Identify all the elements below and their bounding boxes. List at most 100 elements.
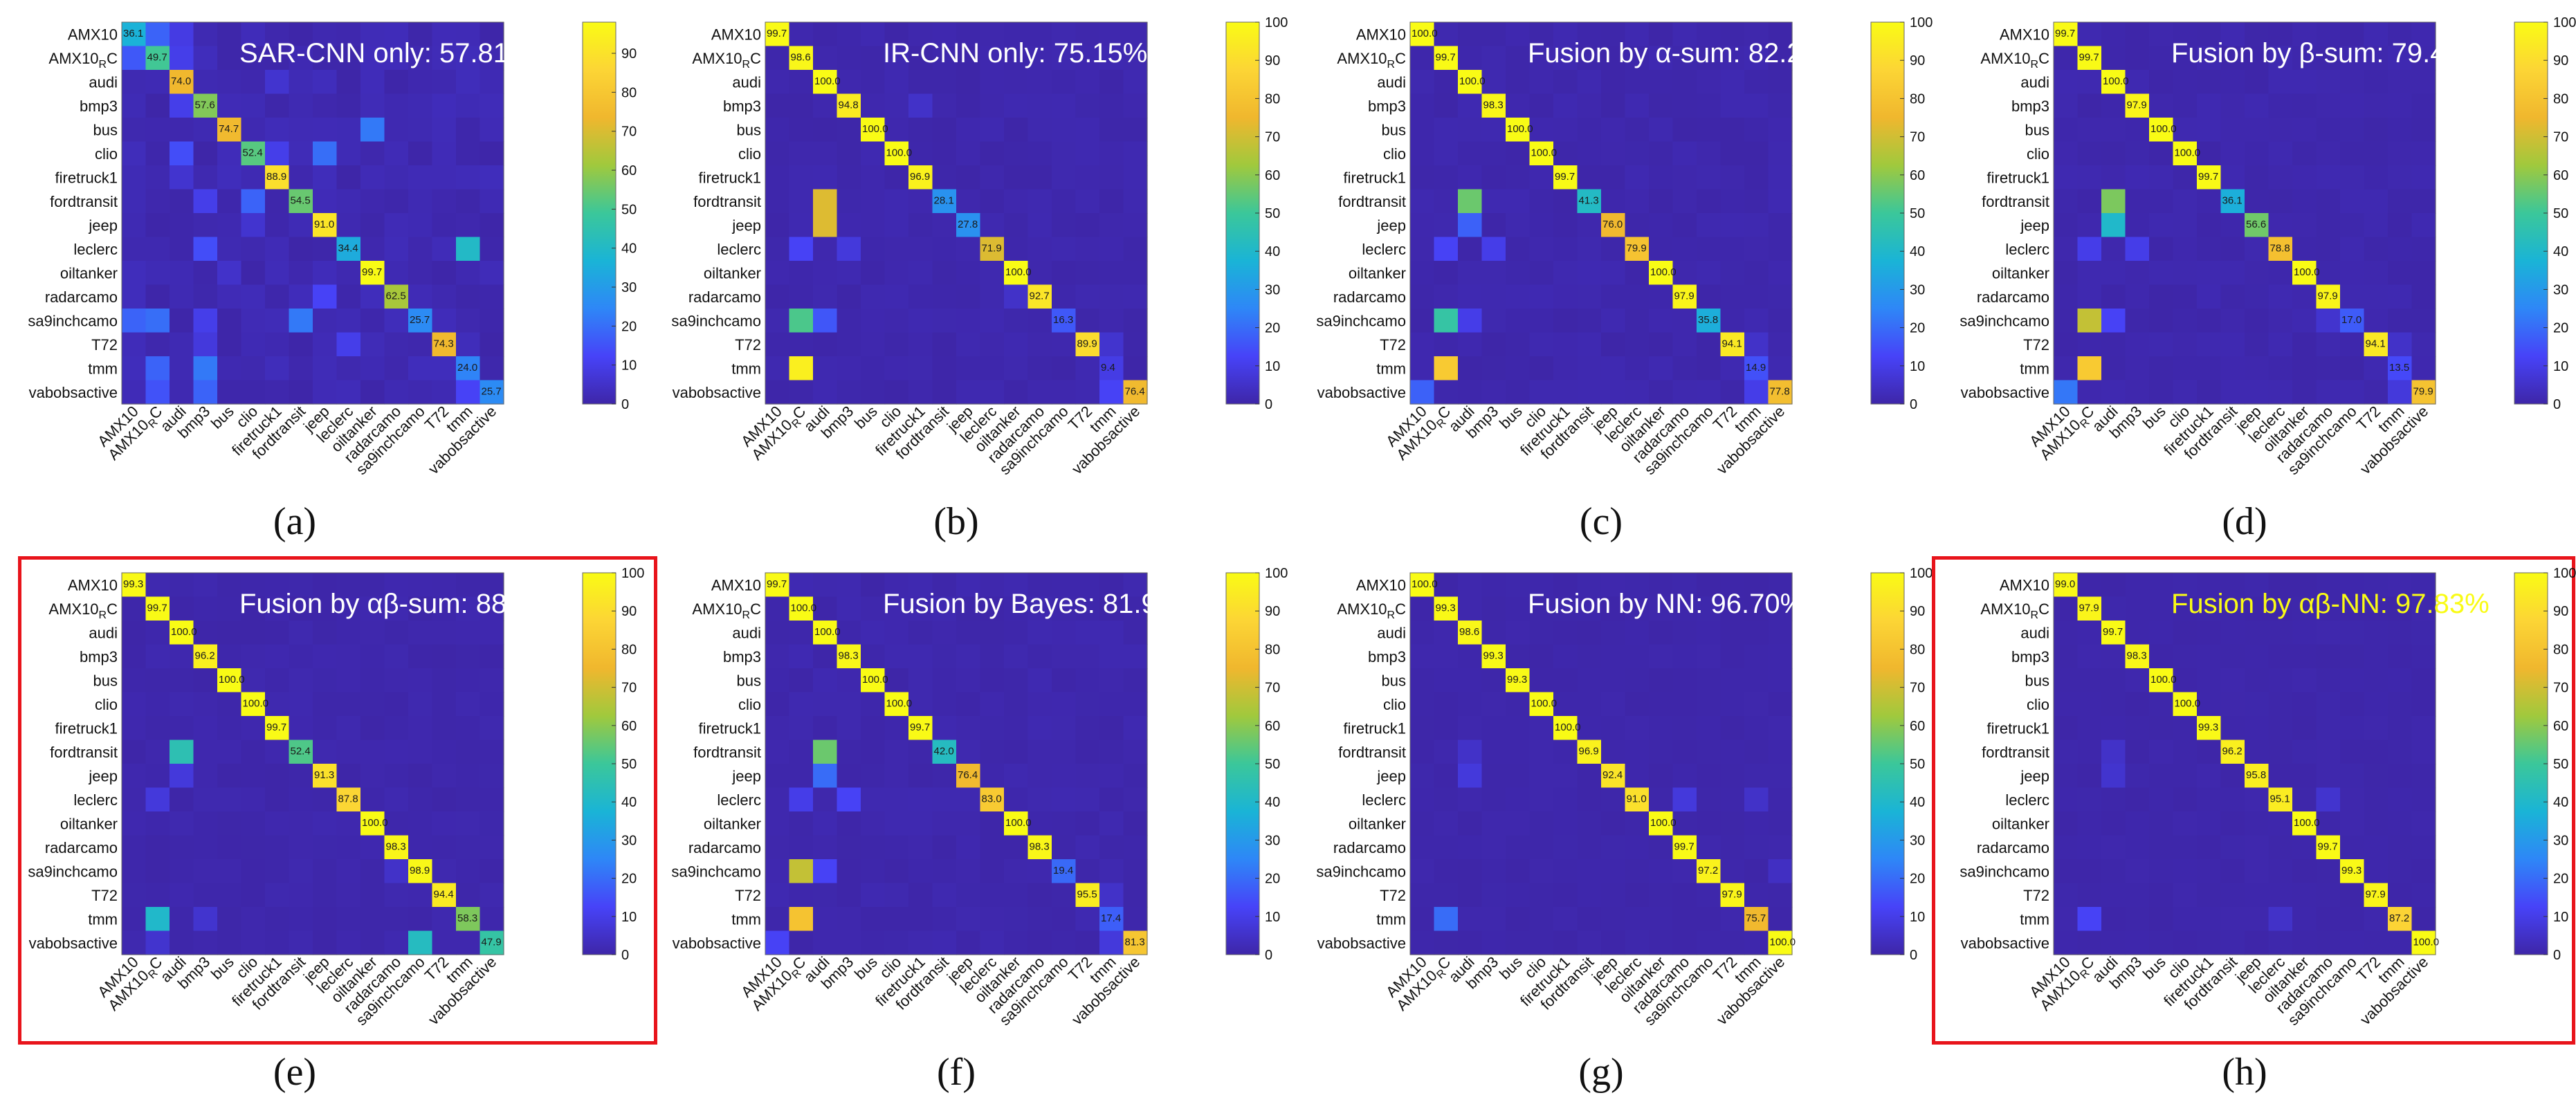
matrix-cell: [1481, 740, 1506, 764]
y-tick-label: fordtransit: [693, 193, 761, 210]
matrix-cell: [2125, 309, 2150, 333]
matrix-cell: [2125, 907, 2150, 932]
matrix-cell: [1577, 930, 1602, 955]
diagonal-value-label: 96.9: [1579, 746, 1599, 757]
matrix-cell: [2316, 22, 2341, 47]
diagonal-cell: [1697, 859, 1721, 884]
matrix-cell: [1649, 46, 1674, 71]
colorbar-tick-label: 10: [621, 910, 637, 925]
colorbar-tick-label: 60: [2553, 168, 2568, 183]
matrix-cell: [2316, 644, 2341, 669]
diagonal-cell: [217, 668, 242, 693]
matrix-cell: [2268, 596, 2293, 621]
matrix-cell: [1075, 118, 1100, 143]
matrix-cell: [1720, 213, 1745, 238]
matrix-cell: [837, 70, 861, 95]
matrix-cell: [861, 835, 886, 860]
colorbar-tick-label: 0: [2553, 397, 2561, 412]
matrix-cell: [765, 621, 790, 645]
matrix-cell: [884, 213, 909, 238]
matrix-cell: [1481, 46, 1506, 71]
matrix-cell: [289, 141, 313, 166]
diagonal-value-label: 97.2: [1698, 865, 1718, 876]
matrix-cell: [313, 883, 338, 908]
matrix-cell: [1434, 764, 1459, 789]
matrix-cell: [1481, 835, 1506, 860]
matrix-cell: [1529, 596, 1554, 621]
matrix-border: [1409, 572, 1793, 955]
matrix-cell: [1123, 764, 1148, 789]
matrix-cell: [2364, 118, 2388, 143]
matrix-cell: [1744, 189, 1769, 214]
diagonal-cell: [837, 644, 861, 669]
matrix-cell: [2268, 811, 2293, 836]
matrix-cell: [1577, 692, 1602, 717]
matrix-cell: [1529, 764, 1554, 789]
matrix-cell: [1481, 883, 1506, 908]
matrix-cell: [1697, 621, 1721, 645]
matrix-cell: [336, 165, 361, 190]
matrix-cell: [193, 811, 218, 836]
matrix-cell: [2268, 189, 2293, 214]
matrix-cell: [360, 380, 385, 405]
diagonal-value-label: 100.0: [2413, 937, 2440, 948]
y-tick-label: clio: [738, 696, 761, 713]
matrix-cell: [789, 811, 814, 836]
matrix-cell: [170, 668, 194, 693]
matrix-cell: [265, 22, 290, 47]
matrix-cell: [2292, 668, 2317, 693]
matrix-cell: [217, 573, 242, 598]
matrix-cell: [1672, 883, 1697, 908]
matrix-cell: [956, 165, 981, 190]
matrix-cell: [1099, 332, 1124, 357]
diagonal-cell: [789, 46, 814, 71]
matrix-cell: [313, 309, 338, 333]
matrix-cell: [1529, 356, 1554, 381]
colorbar: [1870, 572, 1905, 955]
matrix-cell: [265, 621, 290, 645]
matrix-cell: [456, 261, 481, 286]
matrix-cell: [360, 668, 385, 693]
matrix-cell: [1004, 907, 1029, 932]
matrix-cell: [2316, 668, 2341, 693]
matrix-cell: [1458, 356, 1483, 381]
matrix-cell: [908, 764, 933, 789]
matrix-cell: [1697, 380, 1721, 405]
matrix-cell: [789, 930, 814, 955]
matrix-cell: [1027, 668, 1052, 693]
matrix-cell: [2364, 356, 2388, 381]
matrix-cell: [432, 356, 457, 381]
matrix-cell: [1458, 811, 1483, 836]
matrix-cell: [1577, 261, 1602, 286]
matrix-cell: [2197, 70, 2222, 95]
colorbar-tick-label: 100: [1910, 566, 1933, 581]
matrix-cell: [2220, 811, 2245, 836]
y-tick-label: fordtransit: [1338, 193, 1406, 210]
y-tick-label: jeep: [88, 767, 118, 784]
matrix-cell: [2364, 644, 2388, 669]
diagonal-value-label: 77.8: [1770, 386, 1790, 398]
matrix-cell: [1458, 332, 1483, 357]
matrix-cell: [980, 284, 1005, 309]
matrix-cell: [313, 644, 338, 669]
subfigure-caption: (g): [1578, 1051, 1624, 1094]
matrix-cell: [1744, 764, 1769, 789]
matrix-cell: [1434, 141, 1459, 166]
matrix-cell: [2149, 740, 2174, 764]
matrix-cell: [1720, 621, 1745, 645]
matrix-cell: [789, 22, 814, 47]
y-tick-label: AMX10RC: [692, 50, 761, 71]
diagonal-value-label: 98.9: [410, 865, 430, 876]
matrix-cell: [408, 883, 433, 908]
matrix-cell: [1506, 189, 1531, 214]
matrix-cell: [2220, 118, 2245, 143]
matrix-cell: [1529, 668, 1554, 693]
matrix-cell: [908, 70, 933, 95]
matrix-cell: [2173, 716, 2198, 741]
matrix-cell: [1434, 907, 1459, 932]
confusion-matrix-f: 99.7100.0100.098.3100.0100.099.742.076.4…: [671, 566, 1288, 1029]
matrix-cell: [2197, 811, 2222, 836]
matrix-cell: [193, 46, 218, 71]
colorbar: [1870, 21, 1905, 405]
matrix-cell: [217, 93, 242, 118]
